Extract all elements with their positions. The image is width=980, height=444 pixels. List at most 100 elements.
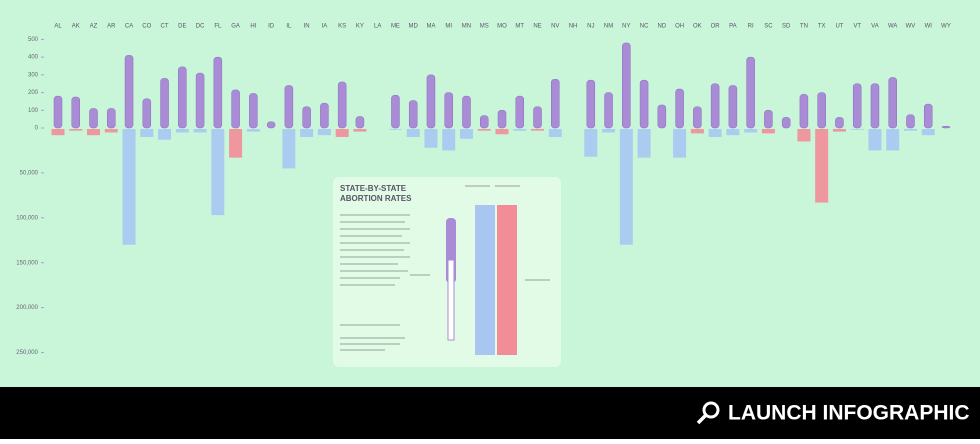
state-label: TN xyxy=(800,24,808,30)
state-label: DC xyxy=(196,24,205,30)
count-bar xyxy=(69,129,83,131)
state-label: MI xyxy=(445,24,452,30)
rate-syringe xyxy=(320,102,329,129)
rate-syringe xyxy=(586,79,596,129)
state-label: NE xyxy=(533,24,541,30)
y2-tick-label: 100,000 xyxy=(16,215,38,221)
y-tick-label: 100 xyxy=(28,108,39,114)
rate-syringe xyxy=(355,116,365,129)
count-bar xyxy=(353,129,367,132)
state-label: WY xyxy=(941,24,951,30)
rate-syringe xyxy=(213,56,223,129)
y2-tick-label: 200,000 xyxy=(16,305,38,311)
count-bar xyxy=(211,129,225,216)
count-bar xyxy=(87,129,101,136)
count-bar xyxy=(602,129,616,133)
count-bar xyxy=(424,129,438,148)
count-bar xyxy=(761,129,775,134)
count-bar xyxy=(548,129,562,137)
count-bar xyxy=(531,129,545,131)
rate-syringe xyxy=(515,95,525,129)
count-bar xyxy=(832,129,846,132)
state-label: CO xyxy=(142,24,151,30)
count-bar xyxy=(442,129,456,151)
state-label: SD xyxy=(782,24,791,30)
rate-syringe xyxy=(479,115,489,129)
count-bar xyxy=(868,129,882,151)
state-label: DE xyxy=(178,24,186,30)
count-bar xyxy=(140,129,154,137)
rate-syringe xyxy=(160,78,169,129)
y2-tick-label: 150,000 xyxy=(16,260,38,266)
rate-syringe xyxy=(781,117,791,129)
state-label: NJ xyxy=(587,24,594,30)
card-body-text xyxy=(340,185,550,351)
state-label: IL xyxy=(286,24,292,30)
state-label: OR xyxy=(711,24,721,30)
state-label: CA xyxy=(125,24,133,30)
count-bar xyxy=(708,129,722,137)
state-label: OK xyxy=(693,24,702,30)
count-bar xyxy=(886,129,900,151)
card-title: ABORTION RATES xyxy=(340,194,412,203)
rate-syringe xyxy=(746,56,755,129)
rate-syringe xyxy=(408,100,418,129)
count-bar xyxy=(637,129,651,158)
state-label: WV xyxy=(906,24,916,30)
state-label: NM xyxy=(604,24,613,30)
state-label: MA xyxy=(426,24,435,30)
count-bar xyxy=(388,129,402,130)
rate-syringe xyxy=(941,125,951,129)
count-bar xyxy=(815,129,829,203)
count-bar xyxy=(300,129,314,137)
state-label: OH xyxy=(675,24,684,30)
count-bar xyxy=(193,129,207,133)
rate-syringe xyxy=(710,83,720,129)
rate-syringe xyxy=(906,114,915,129)
state-label: UT xyxy=(835,24,843,30)
state-label: ND xyxy=(658,24,667,30)
rate-syringe xyxy=(639,79,649,129)
count-bar xyxy=(406,129,420,137)
rate-syringe xyxy=(71,96,81,129)
state-label: CT xyxy=(161,24,169,30)
rate-syringe xyxy=(675,88,684,129)
rate-syringe xyxy=(497,110,507,129)
state-label: VA xyxy=(871,24,879,30)
count-bar xyxy=(903,129,917,131)
state-label: KY xyxy=(356,24,364,30)
state-label: LA xyxy=(374,24,381,30)
y2-tick-label: 50,000 xyxy=(20,170,39,176)
state-label: FL xyxy=(214,24,222,30)
state-label: MD xyxy=(409,24,419,30)
rate-syringe xyxy=(391,94,400,129)
state-label: NH xyxy=(569,24,578,30)
count-bar xyxy=(122,129,136,245)
rate-syringe xyxy=(604,92,613,129)
state-label: PA xyxy=(729,24,737,30)
rate-syringe xyxy=(852,83,862,129)
count-bar xyxy=(51,129,65,136)
card-title: STATE-BY-STATE xyxy=(340,184,407,193)
state-label: HI xyxy=(250,24,256,30)
count-bar xyxy=(673,129,687,158)
rate-syringe xyxy=(835,117,844,129)
count-bar xyxy=(690,129,704,134)
launch-button[interactable]: LAUNCH INFOGRAPHIC xyxy=(696,401,970,425)
rate-syringe xyxy=(178,66,187,129)
rate-syringe xyxy=(284,85,294,129)
rate-syringe xyxy=(551,79,560,129)
state-label: AR xyxy=(107,24,116,30)
rate-syringe xyxy=(142,98,152,129)
count-bar xyxy=(175,129,189,133)
count-bar xyxy=(797,129,811,142)
rate-syringe xyxy=(462,95,471,129)
state-label: IN xyxy=(304,24,310,30)
state-label: AK xyxy=(72,24,80,30)
state-label: MT xyxy=(515,24,524,30)
state-label: AL xyxy=(54,24,62,30)
state-label: NC xyxy=(640,24,649,30)
search-icon xyxy=(702,401,720,419)
launch-label[interactable]: LAUNCH INFOGRAPHIC xyxy=(728,402,970,425)
